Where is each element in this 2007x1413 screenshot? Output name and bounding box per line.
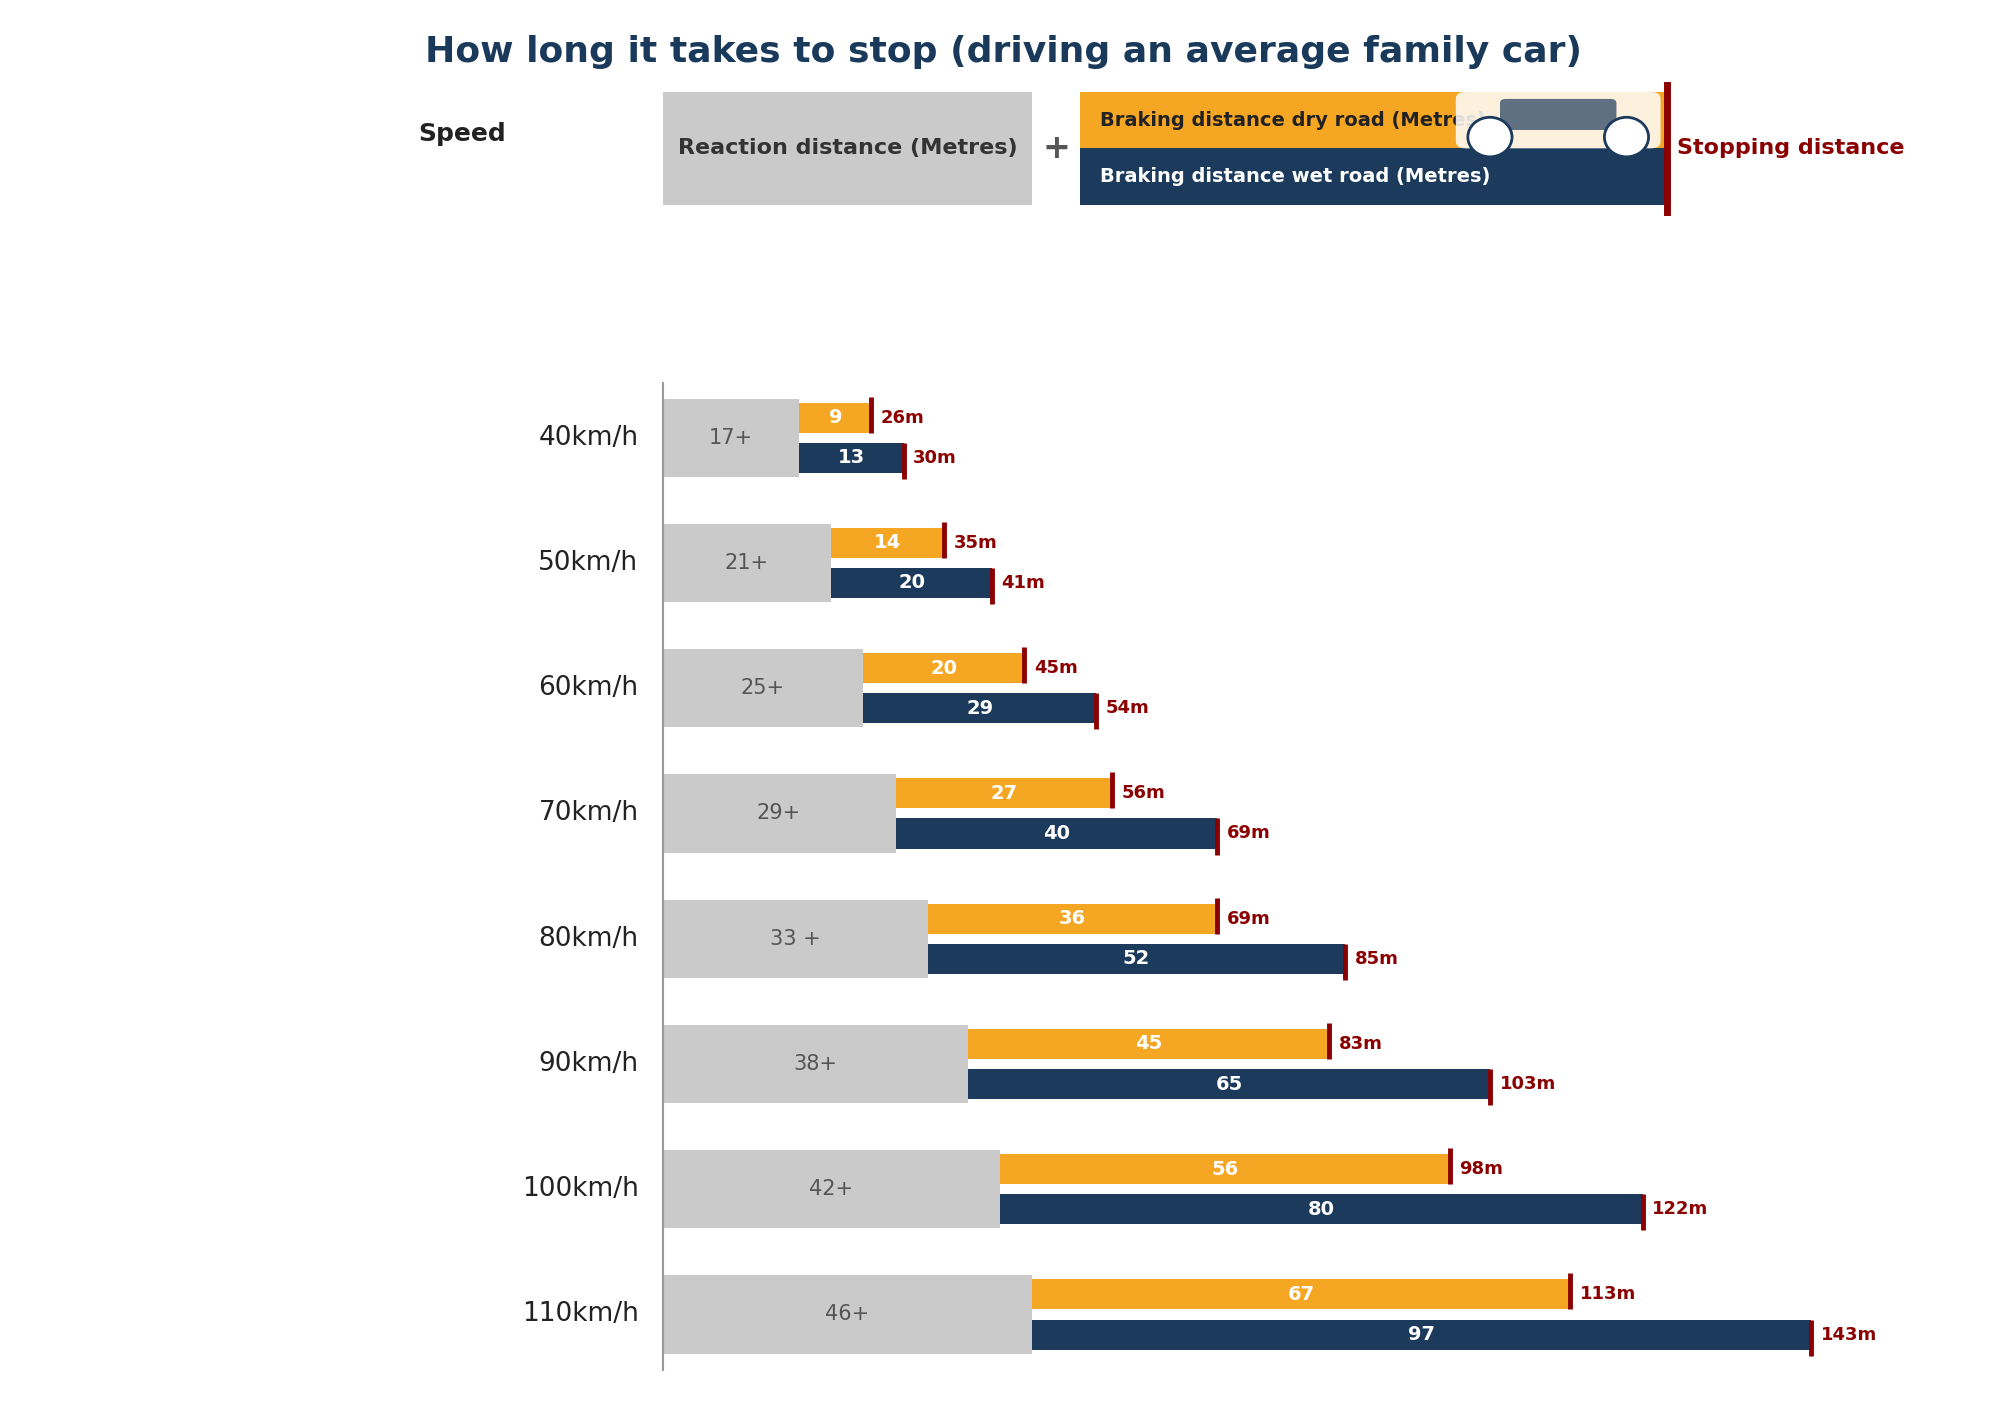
Text: 30m: 30m (913, 449, 957, 466)
Text: Stopping distance: Stopping distance (1676, 138, 1903, 158)
Text: 97: 97 (1407, 1325, 1435, 1344)
Bar (662, 1276, 1032, 1354)
Text: 52: 52 (1122, 950, 1150, 968)
Text: 29: 29 (965, 698, 993, 718)
Text: 50km/h: 50km/h (538, 550, 638, 577)
Text: 67: 67 (1286, 1284, 1315, 1304)
Bar (831, 568, 991, 598)
Text: 103m: 103m (1499, 1075, 1555, 1094)
Bar (662, 649, 863, 728)
Text: 83m: 83m (1339, 1034, 1383, 1053)
Bar (999, 1194, 1642, 1224)
Bar (662, 900, 927, 978)
Text: 69m: 69m (1226, 824, 1270, 842)
Text: How long it takes to stop (driving an average family car): How long it takes to stop (driving an av… (425, 35, 1582, 69)
Text: 40km/h: 40km/h (538, 425, 638, 451)
Text: 46+: 46+ (825, 1304, 869, 1324)
Text: 14: 14 (873, 533, 901, 552)
Bar (662, 1150, 999, 1228)
Bar (662, 774, 895, 852)
Bar (927, 904, 1216, 934)
Text: 65: 65 (1214, 1074, 1242, 1094)
Text: 80km/h: 80km/h (538, 926, 638, 952)
Text: 143m: 143m (1820, 1325, 1877, 1344)
Text: 26m: 26m (881, 408, 925, 427)
Text: 20: 20 (897, 574, 925, 592)
Bar (662, 1024, 967, 1104)
Text: 110km/h: 110km/h (522, 1301, 638, 1327)
Text: 41m: 41m (1001, 574, 1046, 592)
Text: 80: 80 (1307, 1200, 1335, 1219)
Bar (1032, 1320, 1810, 1349)
Text: 54m: 54m (1106, 699, 1150, 718)
Text: 33 +: 33 + (769, 928, 821, 948)
Text: 45: 45 (1134, 1034, 1162, 1054)
Text: 21+: 21+ (725, 552, 769, 572)
Bar (799, 403, 871, 432)
Bar (662, 398, 799, 476)
Bar (967, 1070, 1489, 1099)
Text: 56: 56 (1210, 1160, 1238, 1178)
Text: 90km/h: 90km/h (538, 1051, 638, 1077)
Bar (999, 1154, 1449, 1184)
Bar (895, 779, 1112, 808)
Bar (895, 818, 1216, 848)
Bar (967, 1029, 1329, 1058)
Text: Braking distance wet road (Metres): Braking distance wet road (Metres) (1100, 167, 1489, 187)
Text: 29+: 29+ (757, 804, 801, 824)
Bar (1032, 1279, 1569, 1310)
Text: 35m: 35m (953, 534, 997, 552)
Text: Reaction distance (Metres): Reaction distance (Metres) (676, 138, 1018, 158)
Bar (662, 524, 831, 602)
Text: 60km/h: 60km/h (538, 675, 638, 701)
Text: 13: 13 (837, 448, 865, 468)
Text: 38+: 38+ (793, 1054, 837, 1074)
Text: 25+: 25+ (741, 678, 785, 698)
Text: 122m: 122m (1652, 1200, 1708, 1218)
Text: Speed: Speed (417, 123, 506, 146)
Text: Braking distance dry road (Metres): Braking distance dry road (Metres) (1100, 110, 1485, 130)
Bar (799, 442, 903, 473)
Bar (863, 653, 1024, 682)
Text: 45m: 45m (1034, 658, 1078, 677)
Text: 56m: 56m (1122, 784, 1166, 803)
Text: 100km/h: 100km/h (522, 1176, 638, 1202)
Text: 85m: 85m (1355, 950, 1399, 968)
Text: 27: 27 (989, 784, 1018, 803)
Text: +: + (1042, 131, 1070, 165)
Text: 42+: 42+ (809, 1180, 853, 1200)
Text: 36: 36 (1058, 909, 1086, 928)
Text: 20: 20 (929, 658, 957, 678)
Bar (927, 944, 1345, 974)
Text: 70km/h: 70km/h (538, 800, 638, 827)
Text: 69m: 69m (1226, 910, 1270, 928)
Text: 40: 40 (1042, 824, 1070, 844)
Text: 17+: 17+ (708, 428, 753, 448)
Bar (831, 528, 943, 558)
Text: 9: 9 (829, 408, 841, 427)
Text: 113m: 113m (1580, 1286, 1636, 1303)
Bar (863, 694, 1096, 723)
Text: 98m: 98m (1459, 1160, 1503, 1178)
